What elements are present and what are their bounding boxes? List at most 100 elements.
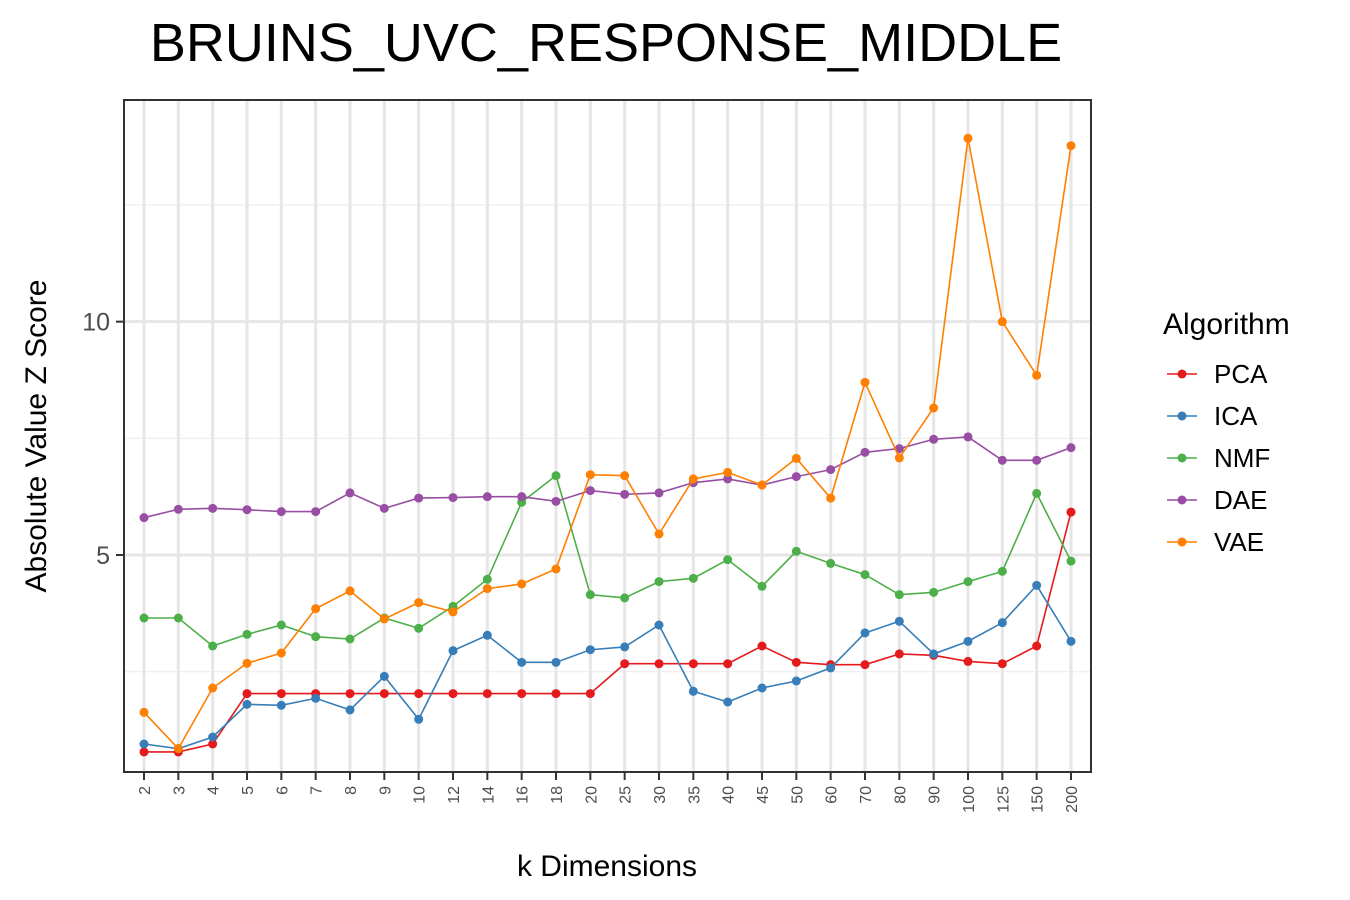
data-point-pca [1032,641,1042,651]
data-point-vae [482,584,492,594]
data-point-nmf [894,590,904,600]
x-tick-label: 6 [274,786,291,795]
data-point-vae [551,564,561,574]
data-point-ica [345,705,355,715]
x-tick-label: 200 [1064,786,1081,813]
x-tick-label: 60 [824,786,841,804]
data-point-dae [929,434,939,444]
data-point-ica [482,630,492,640]
data-point-nmf [1066,556,1076,566]
legend-swatch-point [1177,369,1187,379]
data-point-ica [723,697,733,707]
data-point-nmf [826,558,836,568]
legend-swatch-point [1177,495,1187,505]
data-point-pca [963,656,973,666]
data-point-ica [448,646,458,656]
legend-swatch-point [1177,537,1187,547]
legend-label: PCA [1214,359,1268,389]
data-point-dae [414,493,424,503]
data-point-dae [139,513,149,523]
data-point-dae [1032,455,1042,465]
data-point-pca [379,689,389,699]
data-point-vae [997,317,1007,327]
x-tick-label: 3 [171,786,188,795]
data-point-vae [242,658,252,668]
data-point-ica [654,620,664,630]
x-tick-label: 14 [480,786,497,804]
x-tick-label: 40 [721,786,738,804]
data-point-vae [414,598,424,608]
legend-item-vae: VAE [1167,527,1264,557]
legend-swatch-point [1177,411,1187,421]
data-point-pca [654,659,664,669]
chart-title: BRUINS_UVC_RESPONSE_MIDDLE [149,13,1063,73]
data-point-vae [860,377,870,387]
series-layer [139,133,1076,757]
data-point-vae [723,467,733,477]
data-point-pca [1066,507,1076,517]
data-point-nmf [551,471,561,481]
data-point-dae [551,496,561,506]
data-point-nmf [620,593,630,603]
x-tick-label: 25 [618,786,635,804]
data-point-nmf [963,577,973,587]
x-tick-label: 2 [137,786,154,795]
data-point-pca [997,659,1007,669]
x-tick-label: 20 [583,786,600,804]
data-point-ica [551,657,561,667]
x-tick-label: 4 [206,786,223,795]
data-point-pca [551,689,561,699]
x-axis-title: k Dimensions [517,850,697,883]
data-point-dae [482,492,492,502]
legend-label: NMF [1214,443,1270,473]
x-tick-label: 100 [961,786,978,813]
y-tick-label: 10 [82,309,110,337]
data-point-vae [276,648,286,658]
x-tick-label: 50 [789,786,806,804]
legend-item-ica: ICA [1167,401,1258,431]
data-point-dae [620,489,630,499]
x-tick-label: 30 [652,786,669,804]
data-point-dae [654,488,664,498]
data-point-pca [208,739,218,749]
data-point-ica [242,699,252,709]
grid [124,100,1091,772]
data-point-vae [757,480,767,490]
data-point-nmf [276,620,286,630]
data-point-nmf [688,573,698,583]
legend-label: VAE [1214,527,1264,557]
x-tick-label: 16 [515,786,532,804]
data-point-nmf [757,581,767,591]
data-point-dae [585,486,595,496]
x-tick-label: 12 [446,786,463,804]
data-point-nmf [929,587,939,597]
data-point-vae [517,579,527,589]
data-point-dae [860,447,870,457]
data-point-pca [139,747,149,757]
series-line-vae [143,138,1072,751]
data-point-nmf [482,574,492,584]
data-point-dae [345,488,355,498]
data-point-vae [585,470,595,480]
data-point-dae [517,492,527,502]
data-point-dae [963,432,973,442]
x-tick-label: 125 [995,786,1012,813]
legend-label: ICA [1214,401,1258,431]
x-tick-label: 10 [412,786,429,804]
legend-title: Algorithm [1163,308,1290,341]
data-point-dae [723,474,733,484]
data-point-vae [826,493,836,503]
data-point-pca [791,657,801,667]
legend: Algorithm PCA ICA NMF DAE VAE [1163,308,1290,557]
data-point-vae [894,453,904,463]
data-point-nmf [208,641,218,651]
data-point-nmf [791,546,801,556]
data-point-nmf [242,629,252,639]
data-point-nmf [311,632,321,642]
x-tick-label: 80 [892,786,909,804]
data-point-vae [929,403,939,413]
data-point-dae [379,503,389,513]
data-point-vae [688,474,698,484]
legend-label: DAE [1214,485,1267,515]
series-dae [139,432,1076,523]
